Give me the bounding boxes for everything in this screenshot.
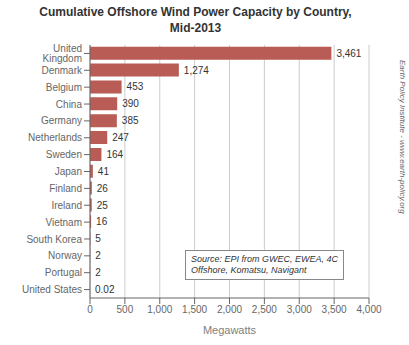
svg-text:Finland: Finland [49,183,82,194]
svg-text:China: China [56,99,83,110]
svg-text:South Korea: South Korea [26,234,82,245]
svg-text:2,000: 2,000 [217,304,242,315]
html-text:Source: EPI from GWEC, EWEA, 4: Source: EPI from GWEC, EWEA, 4C [191,254,338,264]
svg-text:26: 26 [97,183,109,194]
svg-text:453: 453 [127,81,144,92]
svg-text:3,000: 3,000 [287,304,312,315]
svg-text:1,000: 1,000 [147,304,172,315]
svg-text:Ireland: Ireland [51,200,82,211]
svg-text:Belgium: Belgium [46,82,82,93]
svg-text:Germany: Germany [41,115,82,126]
svg-text:1,500: 1,500 [182,304,207,315]
svg-text:0.02: 0.02 [95,284,115,295]
svg-text:Netherlands: Netherlands [28,132,82,143]
svg-text:2: 2 [95,267,101,278]
svg-text:Megawatts: Megawatts [203,324,257,336]
svg-text:41: 41 [98,166,110,177]
svg-text:5: 5 [95,233,101,244]
svg-text:247: 247 [112,132,129,143]
svg-text:Norway: Norway [48,250,82,261]
html-text:Offshore, Komatsu, Navigant: Offshore, Komatsu, Navigant [191,265,307,275]
svg-text:2,500: 2,500 [252,304,277,315]
html-text:Mid-2013: Mid-2013 [169,21,222,35]
svg-text:164: 164 [106,149,123,160]
svg-text:4,000: 4,000 [356,304,381,315]
svg-text:UnitedKingdom: UnitedKingdom [43,43,82,64]
svg-text:385: 385 [122,115,139,126]
svg-text:16: 16 [96,216,108,227]
svg-text:Sweden: Sweden [46,149,82,160]
svg-text:1,274: 1,274 [184,65,209,76]
svg-text:Japan: Japan [55,166,82,177]
svg-text:390: 390 [122,98,139,109]
svg-text:3,500: 3,500 [322,304,347,315]
svg-text:25: 25 [97,200,109,211]
svg-text:2: 2 [95,250,101,261]
svg-text:Portugal: Portugal [45,267,82,278]
html-text:Earth Policy Institute - www.e: Earth Policy Institute - www.earth-polic… [398,60,407,214]
svg-text:Denmark: Denmark [41,65,83,76]
svg-text:500: 500 [117,304,134,315]
svg-text:3,461: 3,461 [336,48,361,59]
svg-text:0: 0 [87,304,93,315]
svg-text:Vietnam: Vietnam [45,217,82,228]
svg-text:United States: United States [22,284,82,295]
html-text:Cumulative Offshore Wind Power: Cumulative Offshore Wind Power Capacity … [39,5,352,19]
